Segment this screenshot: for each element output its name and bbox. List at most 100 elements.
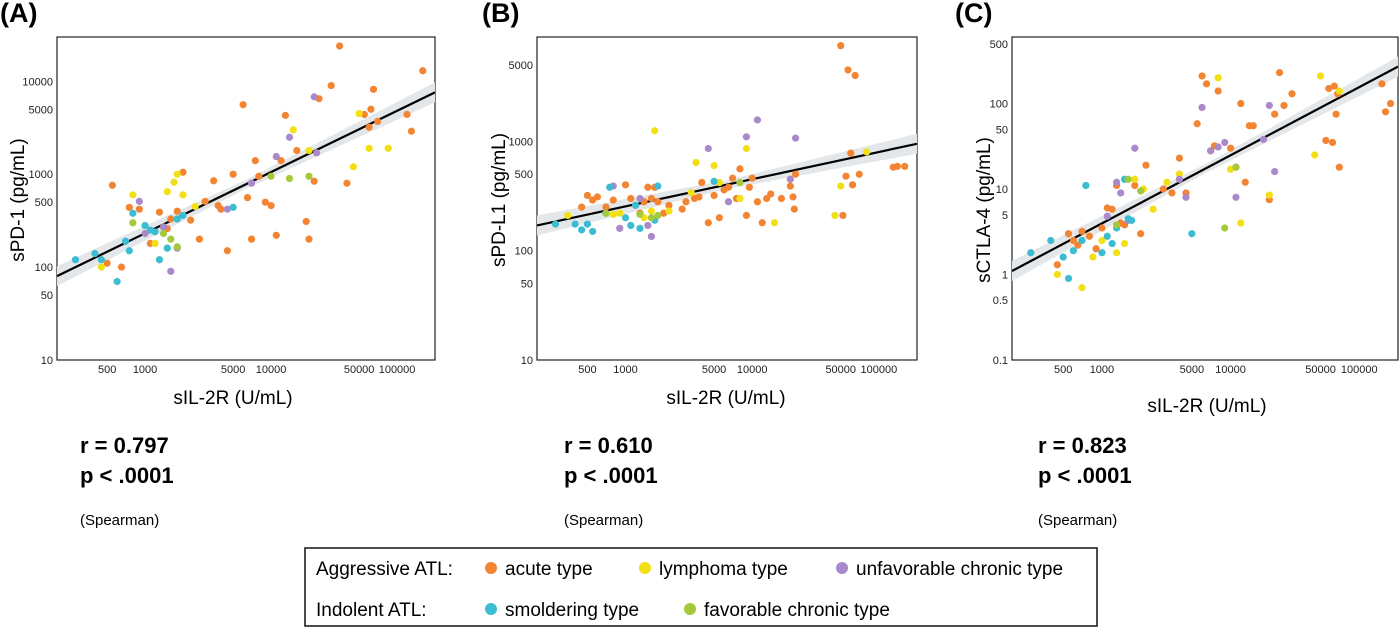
- panel-c-point-acute: [1074, 241, 1082, 249]
- panel-b-point-smoldering: [606, 183, 614, 191]
- panel-c-x-tick-label: 50000: [1305, 364, 1336, 376]
- panel-c-point-smoldering: [1188, 230, 1196, 238]
- legend-indolent-label: Indolent ATL:: [316, 600, 427, 621]
- panel-c-point-smoldering: [1108, 239, 1116, 248]
- panel-b-point-smoldering: [571, 220, 579, 228]
- legend: Aggressive ATL: Indolent ATL: acute type…: [304, 547, 1098, 627]
- panel-a-point-acute: [229, 170, 237, 178]
- panel-c-point-acute: [1325, 84, 1333, 93]
- panel-a-point-acute: [251, 157, 259, 165]
- panel-a-point-unfavorable-chronic: [272, 152, 280, 161]
- panel-b-point-favorable-chronic: [602, 209, 610, 217]
- panel-b-point-smoldering: [710, 177, 718, 186]
- panel-a-point-smoldering: [125, 247, 133, 255]
- panel-c-point-acute: [1064, 230, 1073, 238]
- panel-b-point-acute: [678, 205, 686, 213]
- panel-a-point-acute: [125, 203, 133, 211]
- panel-a-plot: 500 1000 5000 10000 50000 100000 10 50 100 500 100…: [22, 36, 436, 376]
- panel-b-point-acute: [578, 203, 586, 211]
- panel-c-point-lymphoma: [1053, 270, 1061, 279]
- panel-a: (A) sIL-2R (U/mL) sPD-1 (pg/mL) 500 1000 5…: [0, 0, 436, 529]
- panel-c-point-smoldering: [1082, 181, 1090, 190]
- panel-c-point-lymphoma: [1163, 178, 1171, 186]
- panel-c-point-unfavorable-chronic: [1214, 143, 1222, 151]
- panel-b-point-acute: [745, 183, 753, 191]
- panel-c-point-lymphoma: [1335, 87, 1343, 95]
- panel-b-plot: 500 1000 5000 10000 50000 100000 10 50 100 500 100…: [509, 36, 918, 376]
- panel-a-point-acute: [293, 146, 301, 155]
- panel-a-point-acute: [187, 216, 195, 224]
- panel-c-point-unfavorable-chronic: [1207, 147, 1215, 155]
- panel-c-point-smoldering: [1027, 249, 1035, 257]
- panel-b-y-tick-label: 10: [521, 355, 533, 367]
- panel-c-point-acute: [1168, 189, 1176, 197]
- panel-b-point-acute: [839, 211, 847, 220]
- panel-a-point-lymphoma: [384, 144, 392, 152]
- panel-b-x-tick-label: 100000: [861, 364, 898, 376]
- panel-a-point-unfavorable-chronic: [310, 93, 318, 101]
- panel-b-point-lymphoma: [831, 211, 839, 220]
- panel-c-point-lymphoma: [1089, 253, 1097, 261]
- panel-b-point-acute: [609, 196, 617, 204]
- panel-a-point-acute: [210, 177, 218, 185]
- panel-a-point-smoldering: [229, 203, 237, 211]
- panel-a-p-value: p < .0001: [80, 463, 174, 488]
- panel-a-y-tick-label: 100: [35, 262, 53, 274]
- panel-b-point-acute: [791, 170, 800, 178]
- panel-a-point-acute: [103, 259, 111, 267]
- panel-c-y-tick-label: 0.5: [993, 295, 1008, 307]
- panel-c-point-lymphoma: [1131, 175, 1139, 183]
- panel-c-point-acute: [1175, 154, 1183, 162]
- panel-b-y-tick-label: 500: [515, 169, 533, 181]
- legend-lymphoma-marker: [639, 562, 651, 574]
- panel-b-point-acute: [621, 181, 630, 189]
- panel-c-plot: 500 1000 5000 10000 50000 100000 0.1 0.5 1 5 10 50 1…: [990, 36, 1399, 376]
- panel-c-x-tick-label: 500: [1054, 364, 1072, 376]
- panel-c-point-lymphoma: [1149, 205, 1157, 213]
- panel-c-point-acute: [1237, 99, 1245, 108]
- panel-a-point-unfavorable-chronic: [285, 133, 294, 141]
- panel-c-x-tick-label: 5000: [1180, 364, 1204, 376]
- panel-a-point-favorable-chronic: [173, 243, 181, 251]
- panel-a-point-acute: [272, 231, 280, 239]
- panel-c-x-axis-title: sIL-2R (U/mL): [1147, 396, 1266, 417]
- panel-a-point-acute: [223, 247, 231, 255]
- panel-c-y-tick-label: 500: [990, 39, 1008, 51]
- legend-box: [304, 547, 1098, 627]
- panel-a-point-lymphoma: [355, 109, 363, 118]
- panel-a-x-tick-label: 100000: [379, 364, 416, 376]
- panel-a-y-tick-label: 500: [35, 197, 53, 209]
- panel-c-point-acute: [1053, 261, 1061, 269]
- panel-a-x-tick-label: 50000: [344, 364, 375, 376]
- panel-b-point-lymphoma: [736, 194, 744, 203]
- panel-b-point-acute: [786, 182, 794, 190]
- panel-a-point-unfavorable-chronic: [223, 205, 231, 213]
- panel-a-point-acute: [117, 263, 126, 271]
- panel-c-point-lymphoma: [1311, 151, 1319, 159]
- panel-b-point-lymphoma: [692, 158, 700, 167]
- panel-a-point-lymphoma: [151, 239, 159, 247]
- panel-b-point-acute: [758, 219, 766, 227]
- panel-b-point-acute: [627, 194, 635, 203]
- panel-c-point-smoldering: [1047, 236, 1055, 245]
- panel-a-point-unfavorable-chronic: [247, 179, 256, 187]
- panel-b-p-value: p < .0001: [564, 463, 658, 488]
- panel-b-point-acute: [742, 211, 751, 220]
- panel-a-x-tick-label: 10000: [256, 364, 287, 376]
- panel-c-point-unfavorable-chronic: [1221, 138, 1229, 147]
- panel-b-point-lymphoma: [710, 161, 718, 170]
- panel-c-point-acute: [1131, 181, 1139, 190]
- panel-b-point-acute: [665, 201, 673, 209]
- panel-b-y-axis-title: sPD-L1 (pg/mL): [489, 133, 510, 267]
- panel-a-point-smoldering: [71, 256, 80, 264]
- legend-favorable-chronic-label: favorable chronic type: [704, 600, 890, 621]
- panel-c-point-acute: [1159, 185, 1167, 193]
- panel-c-point-acute: [1275, 69, 1284, 77]
- panel-a-x-tick-label: 500: [98, 364, 116, 376]
- panel-c-point-acute: [1098, 224, 1106, 232]
- panel-a-point-acute: [407, 127, 416, 135]
- panel-a-point-lymphoma: [305, 146, 313, 155]
- panel-c-point-unfavorable-chronic: [1265, 101, 1273, 110]
- panel-a-point-smoldering: [121, 237, 130, 245]
- panel-c-point-unfavorable-chronic: [1232, 193, 1240, 201]
